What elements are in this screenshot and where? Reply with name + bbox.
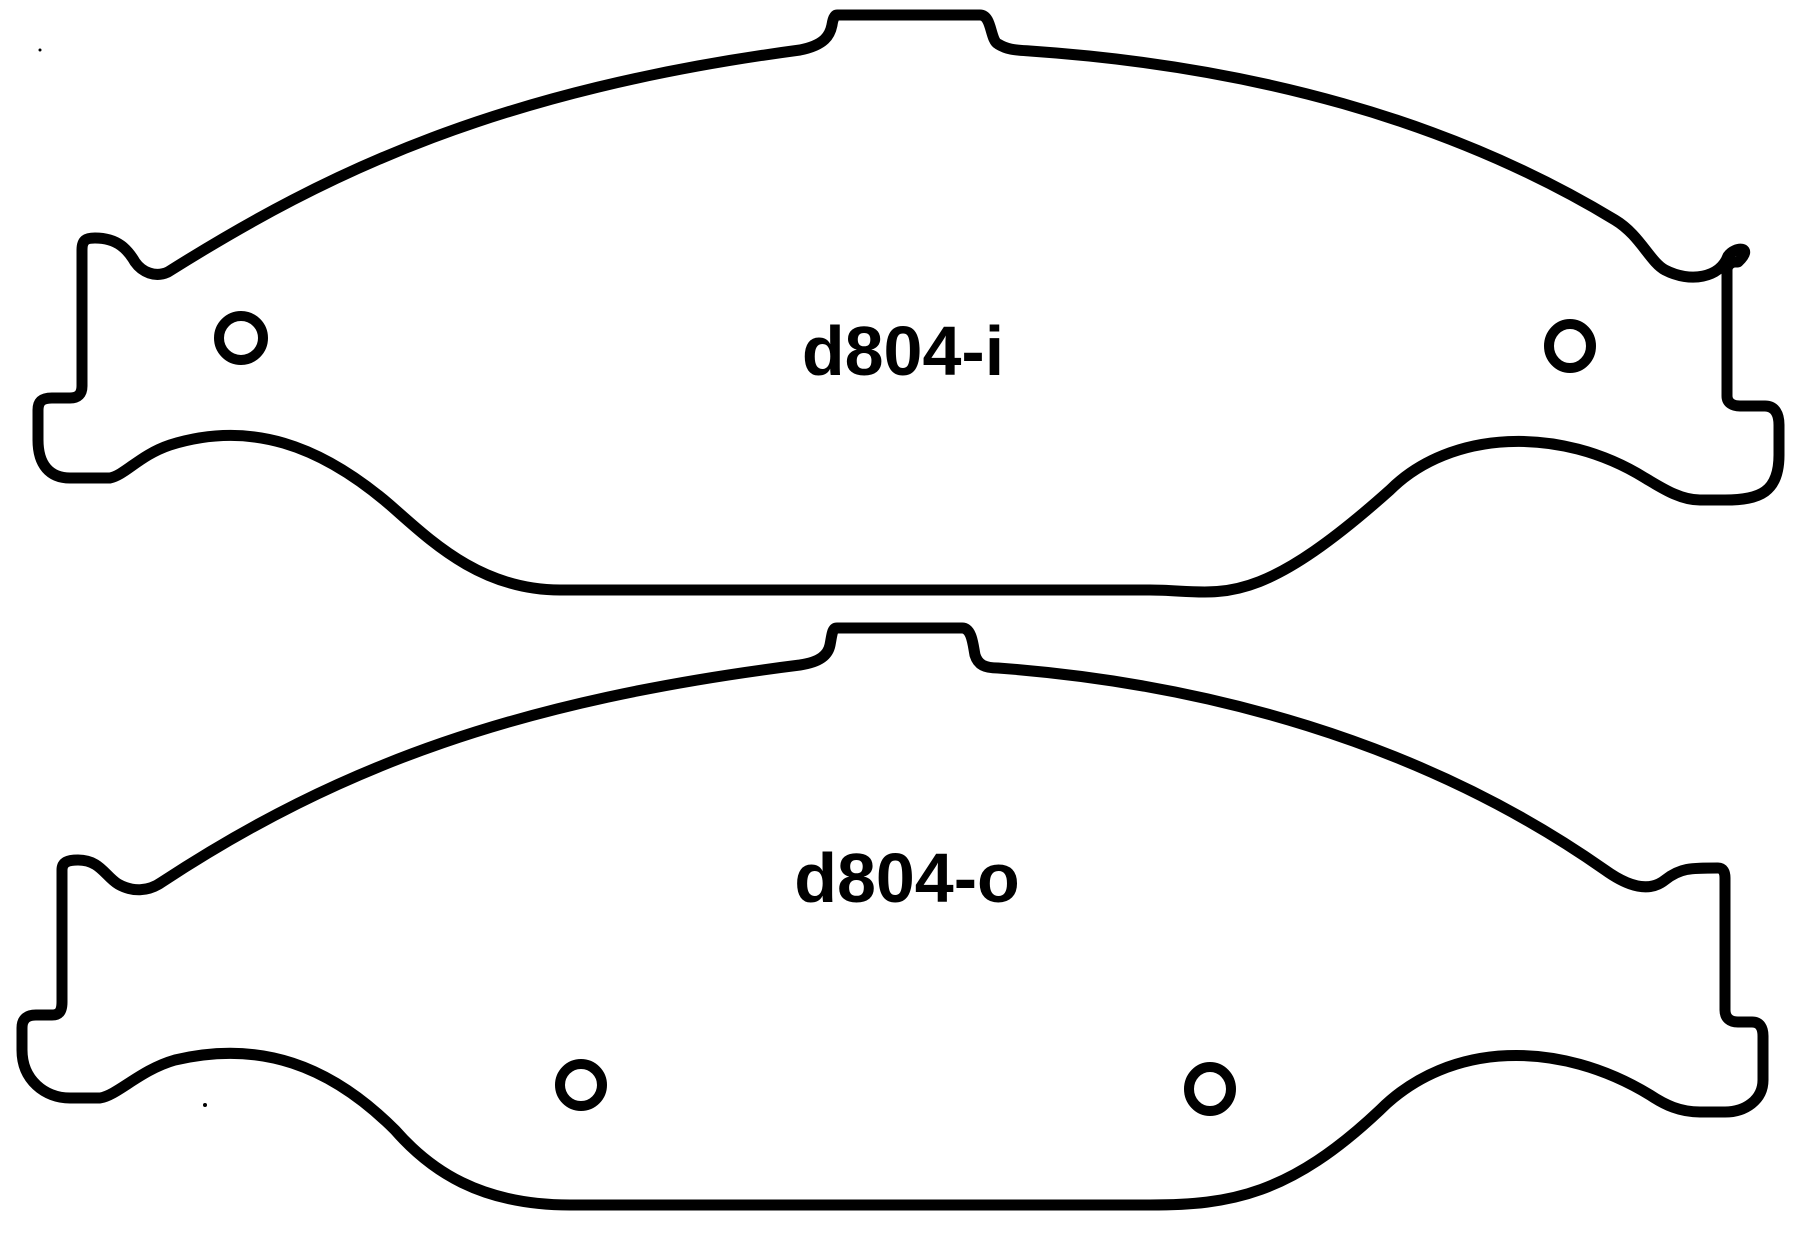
scan-speck [38,48,42,52]
pad-inner-outline [32,9,1785,598]
pad-outer-mounting-hole-left [555,1059,607,1111]
pad-outer-label: d804-o [794,839,1020,917]
pad-outer: d804-o [16,622,1769,1211]
pad-outer-mounting-hole-right [1184,1062,1236,1116]
pad-outer-outline [16,622,1769,1211]
pad-inner-mounting-hole-right [1544,319,1596,373]
pad-inner-label: d804-i [802,312,1004,390]
scan-speck [203,1103,207,1107]
pad-inner-mounting-hole-left [214,311,268,365]
pad-inner: d804-i [32,9,1785,598]
